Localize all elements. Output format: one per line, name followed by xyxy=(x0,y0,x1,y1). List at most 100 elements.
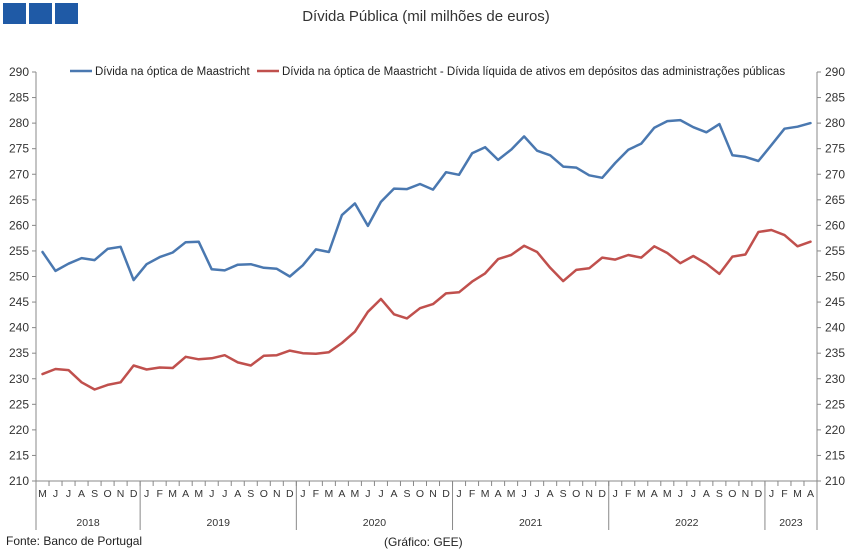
month-label: A xyxy=(390,488,397,500)
month-label: J xyxy=(691,488,696,500)
y-tick-label-right: 210 xyxy=(825,474,845,488)
month-label: J xyxy=(365,488,370,500)
month-label: J xyxy=(535,488,540,500)
month-label: F xyxy=(781,488,787,500)
month-label: A xyxy=(234,488,241,500)
month-label: J xyxy=(144,488,149,500)
year-label: 2020 xyxy=(363,517,387,529)
series-line-maastricht xyxy=(41,118,812,282)
legend-label: Dívida na óptica de Maastricht xyxy=(95,66,250,78)
month-label: J xyxy=(456,488,461,500)
month-label: J xyxy=(769,488,774,500)
y-tick-label-right: 220 xyxy=(825,423,845,437)
y-tick-label-right: 235 xyxy=(825,346,845,360)
month-label: F xyxy=(156,488,162,500)
y-tick-label-left: 280 xyxy=(9,116,29,130)
month-label: A xyxy=(807,488,814,500)
month-label: J xyxy=(378,488,383,500)
year-label: 2021 xyxy=(519,517,543,529)
month-label: N xyxy=(585,488,593,500)
y-tick-label-left: 210 xyxy=(9,474,29,488)
month-label: N xyxy=(117,488,125,500)
month-label: M xyxy=(325,488,334,500)
y-tick-label-left: 285 xyxy=(9,91,29,105)
y-tick-label-left: 225 xyxy=(9,397,29,411)
y-tick-label-left: 250 xyxy=(9,270,29,284)
month-label: O xyxy=(104,488,112,500)
month-label: O xyxy=(416,488,424,500)
year-label: 2018 xyxy=(76,517,100,529)
month-label: S xyxy=(716,488,723,500)
month-label: D xyxy=(442,488,450,500)
y-tick-label-right: 285 xyxy=(825,91,845,105)
month-label: M xyxy=(168,488,177,500)
y-tick-label-left: 290 xyxy=(9,65,29,79)
year-label: 2022 xyxy=(675,517,699,529)
chart-credit: (Gráfico: GEE) xyxy=(384,535,463,549)
month-label: M xyxy=(637,488,646,500)
month-label: S xyxy=(403,488,410,500)
month-label: S xyxy=(91,488,98,500)
source-note: Fonte: Banco de Portugal xyxy=(6,534,143,548)
month-label: A xyxy=(338,488,345,500)
month-label: D xyxy=(130,488,138,500)
month-label: D xyxy=(286,488,294,500)
y-tick-label-left: 230 xyxy=(9,372,29,386)
month-label: A xyxy=(78,488,85,500)
logo-block-2 xyxy=(29,3,52,24)
month-label: N xyxy=(429,488,437,500)
month-label: A xyxy=(651,488,658,500)
month-label: J xyxy=(613,488,618,500)
month-label: A xyxy=(703,488,710,500)
month-label: J xyxy=(522,488,527,500)
month-label: F xyxy=(313,488,319,500)
logo-block-3 xyxy=(55,3,78,24)
month-label: M xyxy=(351,488,360,500)
y-tick-label-left: 235 xyxy=(9,346,29,360)
series-line-net-debt xyxy=(41,228,812,391)
month-label: N xyxy=(742,488,750,500)
y-tick-label-left: 240 xyxy=(9,321,29,335)
logo xyxy=(3,3,78,24)
y-tick-label-left: 245 xyxy=(9,295,29,309)
y-tick-label-right: 275 xyxy=(825,142,845,156)
legend-label: Dívida na óptica de Maastricht - Dívida … xyxy=(282,66,785,78)
month-label: O xyxy=(260,488,268,500)
month-label: A xyxy=(547,488,554,500)
month-label: O xyxy=(572,488,580,500)
month-label: O xyxy=(728,488,736,500)
y-tick-label-right: 225 xyxy=(825,397,845,411)
month-label: J xyxy=(678,488,683,500)
month-label: F xyxy=(625,488,631,500)
y-tick-label-left: 265 xyxy=(9,193,29,207)
y-tick-label-right: 270 xyxy=(825,167,845,181)
y-tick-label-left: 275 xyxy=(9,142,29,156)
month-label: J xyxy=(222,488,227,500)
month-label: M xyxy=(793,488,802,500)
y-tick-label-right: 260 xyxy=(825,218,845,232)
y-tick-label-left: 260 xyxy=(9,218,29,232)
month-label: A xyxy=(182,488,189,500)
month-label: A xyxy=(495,488,502,500)
month-label: S xyxy=(247,488,254,500)
y-tick-label-right: 215 xyxy=(825,448,845,462)
y-tick-label-right: 245 xyxy=(825,295,845,309)
month-label: M xyxy=(663,488,672,500)
y-tick-label-right: 290 xyxy=(825,65,845,79)
logo-block-1 xyxy=(3,3,26,24)
y-tick-label-left: 255 xyxy=(9,244,29,258)
month-label: J xyxy=(300,488,305,500)
y-tick-label-right: 230 xyxy=(825,372,845,386)
year-label: 2019 xyxy=(207,517,231,529)
month-label: S xyxy=(560,488,567,500)
y-tick-label-right: 250 xyxy=(825,270,845,284)
month-label: M xyxy=(38,488,47,500)
y-tick-label-left: 270 xyxy=(9,167,29,181)
month-label: M xyxy=(194,488,203,500)
month-label: M xyxy=(507,488,516,500)
y-tick-label-right: 280 xyxy=(825,116,845,130)
month-label: D xyxy=(598,488,606,500)
year-label: 2023 xyxy=(779,517,803,529)
month-label: J xyxy=(53,488,58,500)
